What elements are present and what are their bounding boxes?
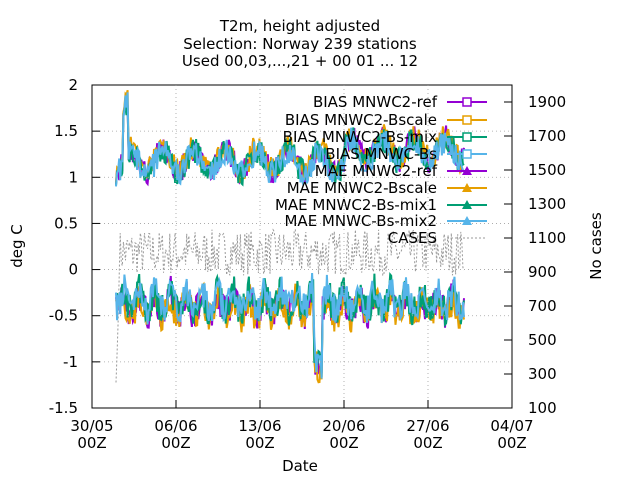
chart-subtitle-2: Used 00,03,...,21 + 00 01 ... 12: [182, 52, 418, 70]
ticks: -1.5 -1 -0.5 0 0.5 1 1.5 2 100 300 500 700 900 1100 13…: [49, 76, 566, 452]
legend-marker-square: [462, 132, 472, 142]
legend-label: BIAS MNWC2-Bscale: [285, 111, 437, 129]
chart-subtitle-1: Selection: Norway 239 stations: [183, 35, 417, 53]
legend-marker-square: [462, 115, 472, 125]
y-tick-label: -1.5: [49, 399, 78, 417]
x-tick-label-time: 00Z: [413, 434, 442, 452]
x-tick-label: 13/06: [238, 417, 281, 435]
y-tick-label: 1.5: [54, 122, 78, 140]
legend-marker-triangle: [462, 166, 472, 175]
plot-frame: [91, 84, 513, 409]
x-tick-label-time: 00Z: [161, 434, 190, 452]
y-axis-label: deg C: [8, 224, 26, 268]
y-tick-label: 0: [68, 261, 78, 279]
legend-label: MAE MNWC-Bs-mix2: [284, 212, 437, 230]
legend-label: MAE MNWC2-Bscale: [287, 179, 437, 197]
x-tick-label-time: 00Z: [497, 434, 526, 452]
legend-label: MAE MNWC2-ref: [315, 162, 438, 180]
x-tick-label: 04/07: [490, 417, 533, 435]
legend-label: CASES: [388, 229, 437, 247]
y-tick-label: -1: [63, 353, 78, 371]
plot-series: [115, 89, 465, 384]
y-tick-label: 0.5: [54, 214, 78, 232]
x-tick-label-time: 00Z: [77, 434, 106, 452]
y2-tick-label: 1900: [528, 93, 566, 111]
legend-label: BIAS MNWC2-ref: [313, 93, 438, 111]
chart-title: T2m, height adjusted: [219, 17, 380, 35]
legend-marker-square: [462, 97, 472, 107]
y2-tick-label: 100: [528, 399, 557, 417]
legend-marker-square: [462, 149, 472, 159]
legend-marker-triangle: [462, 200, 472, 209]
y2-tick-label: 700: [528, 297, 557, 315]
y-tick-label: -0.5: [49, 307, 78, 325]
legend-label: BIAS MNWC2-Bs-mix: [283, 128, 437, 146]
legend-marker-triangle: [462, 183, 472, 192]
series-line-mae-mnwc-bs-mix2: [115, 92, 465, 187]
x-tick-label-time: 00Z: [329, 434, 358, 452]
x-tick-label: 30/05: [70, 417, 113, 435]
y-tick-label: 1: [68, 168, 78, 186]
series-line-bias-mnwc-bs: [115, 272, 465, 379]
legend-label: MAE MNWC2-Bs-mix1: [275, 196, 437, 214]
x-tick-label: 20/06: [322, 417, 365, 435]
x-axis-label: Date: [282, 457, 318, 475]
y2-tick-label: 300: [528, 365, 557, 383]
y2-tick-label: 1700: [528, 127, 566, 145]
y2-tick-label: 1300: [528, 195, 566, 213]
x-tick-label: 06/06: [154, 417, 197, 435]
y2-tick-label: 1100: [528, 229, 566, 247]
y2-axis-label: No cases: [587, 212, 605, 280]
legend-marker-triangle: [462, 216, 472, 225]
y-tick-label: 2: [68, 76, 78, 94]
y2-tick-label: 500: [528, 331, 557, 349]
x-tick-label: 27/06: [406, 417, 449, 435]
x-tick-label-time: 00Z: [245, 434, 274, 452]
y2-tick-label: 900: [528, 263, 557, 281]
y2-tick-label: 1500: [528, 161, 566, 179]
legend-label: BIAS MNWC-Bs: [325, 145, 437, 163]
